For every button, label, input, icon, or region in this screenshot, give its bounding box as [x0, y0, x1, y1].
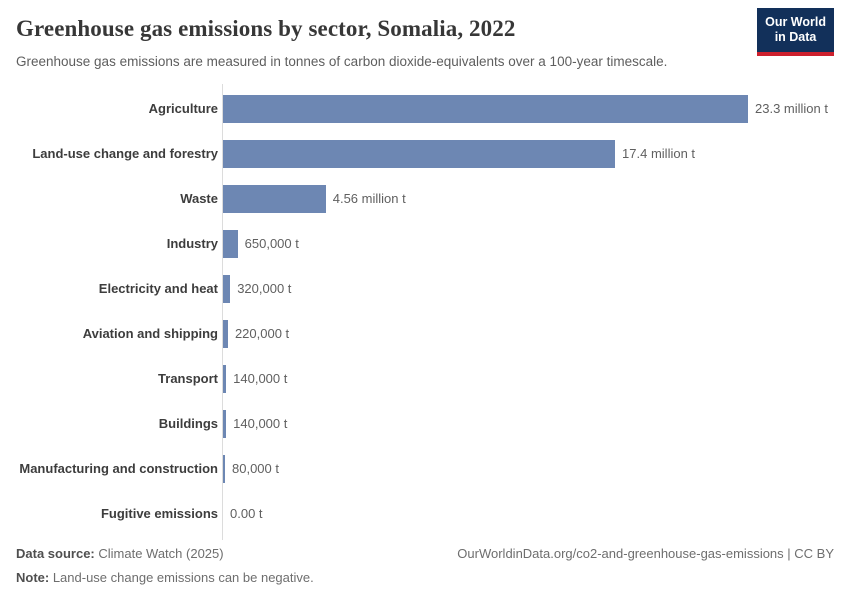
- category-label: Electricity and heat: [98, 280, 218, 296]
- bar[interactable]: [223, 139, 616, 168]
- title-block: Greenhouse gas emissions by sector, Soma…: [16, 14, 667, 70]
- bar-track: 320,000 t: [223, 266, 834, 311]
- category-label: Industry: [166, 235, 218, 251]
- bar[interactable]: [223, 364, 227, 393]
- y-axis-line: [222, 84, 223, 541]
- category-label: Agriculture: [148, 100, 218, 116]
- value-label: 140,000 t: [233, 371, 288, 387]
- data-source-value: Climate Watch (2025): [94, 546, 224, 562]
- value-label: 80,000 t: [232, 461, 279, 477]
- data-source-line: Data source: Climate Watch (2025): [16, 546, 314, 563]
- bar-track: 4.56 million t: [223, 176, 834, 221]
- page-title: Greenhouse gas emissions by sector, Soma…: [16, 16, 516, 41]
- category-label: Land-use change and forestry: [32, 145, 218, 161]
- bar-track: 80,000 t: [223, 446, 834, 491]
- bar-track: 220,000 t: [223, 311, 834, 356]
- value-label: 23.3 million t: [755, 101, 828, 117]
- bar[interactable]: [223, 274, 231, 303]
- bar-track: 17.4 million t: [223, 131, 834, 176]
- value-label: 0.00 t: [230, 506, 263, 522]
- bar[interactable]: [223, 454, 225, 483]
- bar[interactable]: [223, 229, 238, 258]
- bar-row: Waste 4.56 million t: [16, 176, 834, 221]
- bar-row: Land-use change and forestry 17.4 million…: [16, 131, 834, 176]
- bar-row: Industry 650,000 t: [16, 221, 834, 266]
- category-label: Waste: [180, 190, 218, 206]
- page-subtitle: Greenhouse gas emissions are measured in…: [16, 53, 668, 69]
- bar-row: Electricity and heat 320,000 t: [16, 266, 834, 311]
- owid-logo[interactable]: Our World in Data: [757, 8, 834, 56]
- bar-track: 0.00 t: [223, 491, 834, 536]
- value-label: 140,000 t: [233, 416, 288, 432]
- bar-track: 140,000 t: [223, 356, 834, 401]
- bar-row: Agriculture 23.3 million t: [16, 86, 834, 131]
- value-label: 17.4 million t: [622, 146, 696, 162]
- bar-track: 140,000 t: [223, 401, 834, 446]
- footer-left: Data source: Climate Watch (2025) Note: …: [16, 546, 314, 594]
- note-label: Note:: [16, 570, 50, 586]
- data-source-label: Data source:: [16, 546, 95, 562]
- bar-row: Transport 140,000 t: [16, 356, 834, 401]
- citation-link: OurWorldinData.org/co2-and-greenhouse-ga…: [457, 546, 834, 562]
- value-label: 220,000 t: [234, 326, 290, 342]
- value-label: 4.56 million t: [332, 191, 406, 207]
- value-label: 320,000 t: [237, 281, 292, 297]
- category-label: Manufacturing and construction: [19, 460, 218, 476]
- category-label: Aviation and shipping: [82, 325, 218, 341]
- bar-chart-rows: Agriculture 23.3 million t Land-use change…: [16, 86, 834, 536]
- chart-footer: Data source: Climate Watch (2025) Note: …: [16, 546, 834, 594]
- category-label: Transport: [158, 370, 218, 386]
- owid-logo-line1: Our World: [765, 15, 826, 29]
- bar[interactable]: [223, 319, 228, 348]
- bar-row: Manufacturing and construction 80,000 t: [16, 446, 834, 491]
- chart-header: Greenhouse gas emissions by sector, Soma…: [16, 8, 834, 70]
- bar[interactable]: [223, 184, 326, 213]
- note-line: Note: Land-use change emissions can be n…: [16, 570, 314, 587]
- category-label: Fugitive emissions: [100, 505, 218, 521]
- owid-logo-line2: in Data: [774, 30, 817, 45]
- value-label: 650,000 t: [244, 236, 299, 252]
- bar-chart: Agriculture 23.3 million t Land-use change…: [16, 84, 834, 541]
- bar-row: Buildings 140,000 t: [16, 401, 834, 446]
- category-label: Buildings: [158, 415, 218, 431]
- bar[interactable]: [223, 409, 227, 438]
- bar-track: 650,000 t: [223, 221, 834, 266]
- bar[interactable]: [223, 94, 748, 123]
- bar-row: Fugitive emissions 0.00 t: [16, 491, 834, 536]
- bar-row: Aviation and shipping 220,000 t: [16, 311, 834, 356]
- bar-track: 23.3 million t: [223, 86, 834, 131]
- note-value: Land-use change emissions can be negativ…: [49, 570, 314, 586]
